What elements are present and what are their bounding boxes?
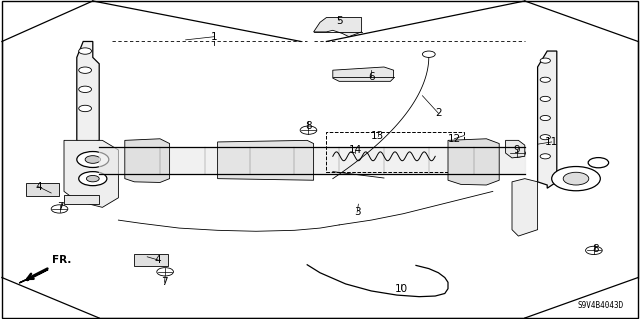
Circle shape bbox=[540, 154, 550, 159]
Circle shape bbox=[552, 167, 600, 191]
Polygon shape bbox=[538, 51, 557, 188]
Circle shape bbox=[540, 115, 550, 121]
Circle shape bbox=[157, 268, 173, 276]
Circle shape bbox=[540, 135, 550, 140]
Circle shape bbox=[509, 149, 525, 157]
Bar bbox=[134, 254, 168, 266]
Polygon shape bbox=[314, 18, 362, 37]
Text: 8: 8 bbox=[305, 121, 312, 131]
Text: 12: 12 bbox=[448, 134, 461, 144]
Text: 4: 4 bbox=[35, 182, 42, 192]
Circle shape bbox=[79, 67, 92, 73]
Circle shape bbox=[85, 156, 100, 163]
Text: 11: 11 bbox=[545, 137, 558, 147]
Circle shape bbox=[51, 205, 68, 213]
Bar bbox=[64, 195, 99, 204]
Circle shape bbox=[588, 158, 609, 168]
Polygon shape bbox=[64, 140, 118, 207]
Circle shape bbox=[79, 48, 92, 54]
Text: 8: 8 bbox=[592, 244, 598, 254]
Text: S9V4B4043D: S9V4B4043D bbox=[578, 301, 624, 310]
Text: 1: 1 bbox=[211, 32, 218, 42]
Text: 4: 4 bbox=[155, 255, 161, 265]
Text: 2: 2 bbox=[435, 108, 442, 118]
Text: 3: 3 bbox=[354, 207, 360, 217]
Text: 5: 5 bbox=[336, 16, 342, 26]
Circle shape bbox=[563, 172, 589, 185]
Polygon shape bbox=[77, 41, 99, 147]
Circle shape bbox=[540, 96, 550, 101]
Polygon shape bbox=[333, 67, 394, 81]
Polygon shape bbox=[512, 179, 538, 236]
Text: 6: 6 bbox=[368, 71, 374, 82]
Polygon shape bbox=[218, 140, 314, 180]
Text: 10: 10 bbox=[395, 284, 408, 294]
Circle shape bbox=[77, 152, 109, 167]
Polygon shape bbox=[448, 139, 499, 185]
Circle shape bbox=[79, 105, 92, 112]
Polygon shape bbox=[506, 140, 525, 158]
Circle shape bbox=[79, 86, 92, 93]
Text: 14: 14 bbox=[349, 145, 362, 155]
Polygon shape bbox=[125, 139, 170, 182]
Text: 7: 7 bbox=[161, 277, 168, 287]
Text: 9: 9 bbox=[514, 145, 520, 155]
Circle shape bbox=[422, 51, 435, 57]
Polygon shape bbox=[19, 270, 48, 283]
Circle shape bbox=[540, 77, 550, 82]
Circle shape bbox=[79, 172, 107, 186]
Bar bbox=[26, 183, 59, 196]
Circle shape bbox=[540, 58, 550, 63]
Circle shape bbox=[86, 175, 99, 182]
Text: 7: 7 bbox=[58, 202, 64, 212]
Bar bbox=[326, 132, 464, 172]
Text: 13: 13 bbox=[371, 130, 384, 141]
Circle shape bbox=[300, 126, 317, 134]
Circle shape bbox=[586, 246, 602, 255]
Text: FR.: FR. bbox=[52, 256, 72, 265]
